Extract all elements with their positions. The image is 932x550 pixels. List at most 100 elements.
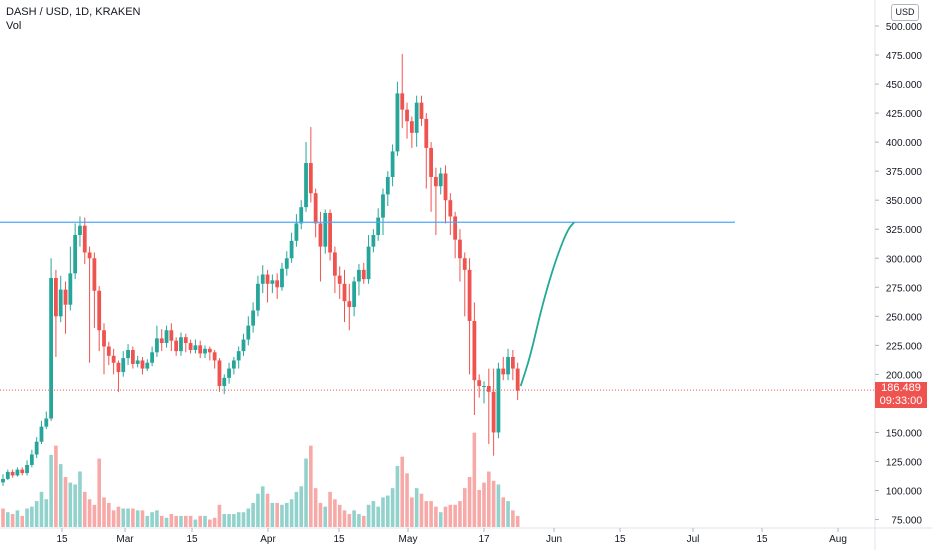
candle-body — [342, 283, 347, 302]
price-tick-label: 275.000 — [886, 283, 923, 294]
volume-bar — [30, 506, 34, 527]
candle-body — [361, 269, 366, 280]
candle-body — [414, 102, 419, 133]
candle-body — [179, 337, 183, 352]
candle-body — [68, 273, 73, 305]
price-tick-label: 400.000 — [886, 138, 923, 149]
volume-bar — [395, 465, 400, 527]
candle-body — [284, 258, 289, 269]
volume-bar — [251, 502, 255, 527]
volume-bar — [208, 519, 212, 527]
volume-bar — [222, 514, 227, 527]
volume-bar — [256, 493, 260, 527]
volume-bar — [15, 510, 20, 527]
volume-bar — [1, 508, 5, 527]
price-tick-label: 200.000 — [886, 370, 923, 381]
volume-bar — [92, 504, 97, 527]
candle-body — [155, 338, 159, 353]
volume-bar — [10, 514, 15, 527]
candle-body — [419, 102, 424, 119]
time-tick-label: Jun — [546, 534, 562, 545]
volume-bar — [419, 493, 424, 527]
time-axis[interactable]: 15 Mar 15 Apr 15 May 17 Jun 15 Jul 15 Aug — [0, 527, 932, 545]
volume-bar — [280, 504, 284, 527]
volume-bar — [333, 499, 337, 527]
volume-label[interactable]: Vol — [6, 20, 22, 32]
candle-body — [63, 289, 68, 305]
volume-bar — [309, 445, 313, 527]
price-tick-label: 150.000 — [886, 428, 923, 439]
volume-bar — [467, 477, 472, 527]
candle-body — [20, 469, 25, 474]
candle-body — [5, 471, 10, 479]
candle-body — [29, 454, 34, 465]
candle-body — [193, 345, 198, 350]
candle-body — [188, 343, 193, 350]
price-tick-label: 500.000 — [886, 22, 923, 33]
volume-bar — [304, 458, 308, 527]
volume-bar — [424, 501, 429, 527]
candle-body — [49, 277, 53, 419]
candle-body — [73, 235, 78, 274]
candle-body — [54, 277, 58, 317]
price-tick-label: 475.000 — [886, 51, 923, 62]
candle-body — [472, 320, 477, 381]
volume-bar — [357, 514, 361, 527]
volume-bars — [1, 432, 520, 527]
volume-bar — [313, 488, 318, 527]
volume-bar — [217, 504, 222, 527]
volume-bar — [352, 510, 356, 527]
candle-body — [126, 349, 130, 359]
candle-body — [458, 239, 462, 259]
candle-body — [222, 377, 227, 386]
volume-bar — [246, 508, 251, 527]
volume-bar — [54, 445, 58, 527]
candle-body — [390, 151, 395, 177]
volume-bar — [34, 501, 39, 527]
volume-bar — [448, 504, 453, 527]
volume-bar — [183, 515, 188, 527]
volume-bar — [284, 502, 289, 527]
price-tick-label: 375.000 — [886, 167, 923, 178]
candle-body — [424, 118, 429, 148]
candle-body — [308, 163, 313, 194]
candle-body — [92, 258, 97, 291]
price-axis[interactable]: 500.000 475.000 450.000 425.000 400.000 375.0… — [874, 0, 923, 550]
candle-countdown-tag: 09:33:00 — [875, 395, 927, 408]
candle-body — [448, 200, 453, 217]
candle-body — [87, 252, 92, 259]
candle-body — [265, 274, 270, 284]
volume-bar — [265, 493, 270, 527]
volume-bar — [429, 501, 433, 527]
candle-body — [78, 225, 82, 236]
volume-bar — [482, 482, 486, 527]
time-tick-label: 15 — [756, 534, 768, 545]
candle-body — [467, 269, 472, 321]
volume-bar — [131, 508, 135, 527]
candle-body — [1, 478, 5, 483]
candle-body — [323, 212, 328, 247]
volume-bar — [458, 501, 462, 527]
candle-body — [318, 223, 323, 247]
volume-bar — [159, 515, 164, 527]
volume-bar — [342, 510, 347, 527]
candle-body — [106, 346, 111, 356]
volume-bar — [111, 510, 116, 527]
price-tick-label: 325.000 — [886, 225, 923, 236]
candle-body — [486, 385, 491, 392]
volume-bar — [58, 464, 63, 527]
candle-body — [169, 330, 174, 341]
volume-bar — [236, 512, 241, 527]
candle-body — [236, 351, 241, 361]
symbol-title[interactable]: DASH / USD, 1D, KRAKEN — [6, 6, 141, 18]
candle-body — [357, 269, 361, 282]
candle-body — [313, 193, 318, 224]
candle-body — [164, 330, 169, 344]
volume-bar — [506, 501, 510, 527]
volume-bar — [347, 514, 352, 527]
candle-body — [510, 356, 515, 369]
volume-bar — [102, 497, 106, 527]
price-tick-label: 225.000 — [886, 341, 923, 352]
currency-badge[interactable]: USD — [891, 4, 919, 21]
